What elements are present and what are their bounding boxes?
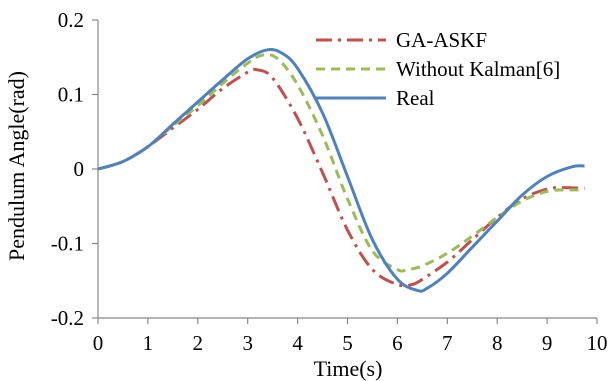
- x-tick-label: 3: [242, 331, 253, 355]
- y-tick-label: 0.1: [58, 83, 84, 107]
- series-line-ga-askf: [97, 67, 585, 288]
- y-tick-label: 0.2: [58, 8, 84, 32]
- y-tick-label: -0.1: [51, 232, 84, 256]
- y-tick-label: -0.2: [51, 306, 84, 330]
- x-tick-label: 7: [442, 331, 453, 355]
- x-tick-label: 5: [342, 331, 353, 355]
- x-tick-label: 8: [492, 331, 503, 355]
- x-tick-label: 9: [542, 331, 553, 355]
- x-tick-label: 6: [392, 331, 403, 355]
- chart-legend: GA-ASKF Without Kalman[6] Real: [316, 28, 560, 110]
- x-tick-label: 2: [193, 331, 204, 355]
- legend-label-real: Real: [396, 86, 435, 110]
- chart-axes: 0 1 2 3 4 5 6 7 8 9 10 0.2 0.1 0 -0.1 -0.2: [51, 8, 608, 355]
- y-tick-label: 0: [74, 157, 85, 181]
- legend-label-ga-askf: GA-ASKF: [396, 28, 487, 52]
- x-tick-label: 0: [93, 331, 104, 355]
- chart-series-group: [97, 48, 585, 293]
- x-tick-label: 4: [292, 331, 303, 355]
- legend-label-without-kalman-6: Without Kalman[6]: [396, 57, 560, 81]
- x-tick-label: 10: [587, 331, 608, 355]
- x-tick-label: 1: [143, 331, 154, 355]
- series-line-real: [97, 48, 585, 293]
- y-axis-label: Pendulum Angle(rad): [4, 71, 29, 261]
- x-axis-label: Time(s): [314, 356, 383, 381]
